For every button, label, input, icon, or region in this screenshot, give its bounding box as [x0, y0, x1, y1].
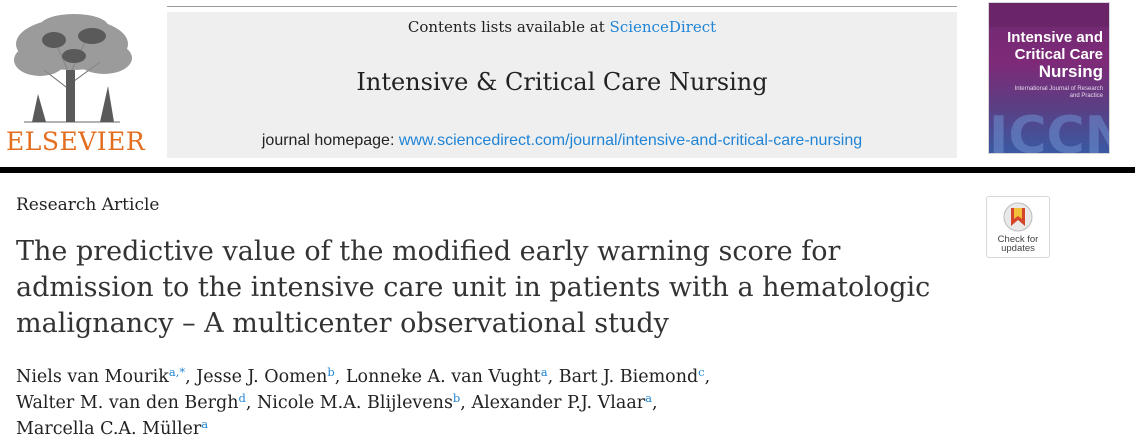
publisher-name: ELSEVIER — [6, 127, 146, 156]
author-separator: , — [704, 367, 711, 387]
journal-title: Intensive & Critical Care Nursing — [356, 68, 768, 96]
author-affiliation[interactable]: b — [327, 365, 335, 379]
author-affiliation[interactable]: a — [201, 417, 209, 431]
author[interactable]: Bart J. Biemondc, — [558, 365, 711, 387]
author-affiliation[interactable]: a,* — [168, 365, 186, 379]
author-affiliation[interactable]: b — [452, 391, 461, 405]
author-separator: , — [185, 367, 197, 387]
author-name: Nicole M.A. Blijlevens — [256, 393, 453, 413]
cover-title-line3: Nursing — [1038, 62, 1103, 81]
author-separator: , — [245, 393, 257, 413]
author-list: Niels van Mourika,*, Jesse J. Oomenb, Lo… — [16, 364, 1116, 442]
sciencedirect-link[interactable]: ScienceDirect — [609, 18, 717, 36]
author-affiliation[interactable]: a — [540, 365, 548, 379]
cover-title: Intensive and Critical Care Nursing — [1007, 29, 1103, 80]
cover-top-band — [989, 3, 1109, 27]
cover-watermark: ICCN — [989, 106, 1110, 154]
check-for-updates-button[interactable]: Check for updates — [986, 196, 1050, 258]
check-line1: Check for — [997, 234, 1039, 245]
author-affiliation[interactable]: d — [238, 391, 246, 405]
author-name: Jesse J. Oomen — [196, 367, 328, 387]
journal-homepage: journal homepage: www.sciencedirect.com/… — [167, 132, 957, 150]
author-name: Walter M. van den Bergh — [16, 393, 239, 413]
author-separator: , — [652, 393, 658, 413]
check-for-updates-label: Check for updates — [987, 234, 1049, 254]
author[interactable]: Niels van Mourika,*, — [16, 365, 197, 387]
cover-title-line2: Critical Care — [1014, 46, 1103, 63]
author-affiliation[interactable]: a — [645, 391, 652, 405]
article-title: The predictive value of the modified ear… — [16, 236, 931, 339]
cover-watermark-icon: ICCN — [989, 106, 1110, 154]
header-divider — [0, 167, 1135, 173]
homepage-link[interactable]: www.sciencedirect.com/journal/intensive-… — [398, 132, 863, 149]
author-name: Lonneke A. van Vught — [345, 367, 541, 387]
header-top-rule — [167, 6, 957, 7]
contents-line: Contents lists available at ScienceDirec… — [167, 18, 957, 36]
check-line2: updates — [1001, 243, 1035, 254]
author[interactable]: Nicole M.A. Blijlevensb, — [256, 391, 472, 413]
author[interactable]: Walter M. van den Berghd, — [16, 391, 257, 413]
check-for-updates-icon — [1003, 202, 1033, 232]
author-affiliation[interactable]: c — [698, 365, 705, 379]
author-name: Niels van Mourik — [16, 367, 169, 387]
author-separator: , — [334, 367, 346, 387]
cover-subtitle: International Journal of Research and Pr… — [1014, 86, 1103, 99]
contents-prefix: Contents lists available at — [407, 18, 610, 36]
author[interactable]: Alexander P.J. Vlaara, — [471, 391, 658, 413]
author[interactable]: Marcella C.A. Müllera — [16, 417, 209, 439]
author[interactable]: Lonneke A. van Vughta, — [345, 365, 559, 387]
journal-banner: Contents lists available at ScienceDirec… — [167, 12, 957, 158]
author-name: Alexander P.J. Vlaar — [471, 393, 646, 413]
cover-title-line1: Intensive and — [1007, 29, 1103, 46]
author[interactable]: Jesse J. Oomenb, — [196, 365, 346, 387]
journal-cover-image[interactable]: Intensive and Critical Care Nursing Inte… — [988, 2, 1110, 154]
homepage-prefix: journal homepage: — [261, 132, 399, 149]
publisher-logo: ELSEVIER — [4, 10, 146, 160]
author-name: Marcella C.A. Müller — [16, 419, 202, 439]
article-type: Research Article — [16, 195, 160, 215]
author-separator: , — [460, 393, 472, 413]
author-name: Bart J. Biemond — [558, 367, 699, 387]
author-separator: , — [547, 367, 559, 387]
tree-logo-icon — [4, 10, 140, 128]
